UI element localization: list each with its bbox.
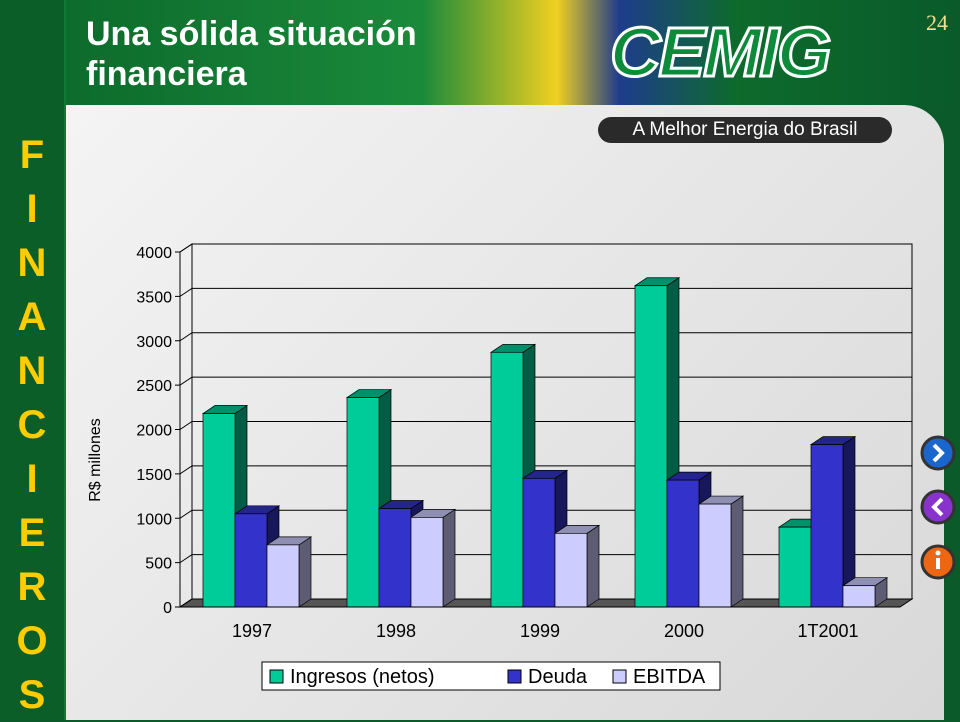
legend-label: EBITDA — [633, 666, 706, 688]
next-button[interactable] — [920, 435, 956, 471]
bar — [266, 544, 300, 608]
y-tick-label: 0 — [163, 600, 172, 617]
grid-line — [179, 376, 912, 386]
x-tick-label: 1997 — [232, 621, 272, 641]
grid-line — [179, 421, 912, 430]
bar-side — [442, 508, 456, 608]
back-button[interactable] — [920, 489, 956, 525]
back-icon — [931, 497, 944, 517]
bar — [522, 477, 556, 608]
y-tick-label: 500 — [145, 556, 172, 573]
y-tick-label: 4000 — [136, 245, 172, 262]
legend-box — [261, 661, 721, 691]
bar-side — [730, 495, 744, 608]
y-axis-label: R$ millones — [87, 418, 104, 502]
legend-swatch — [507, 669, 522, 684]
next-icon — [932, 443, 945, 463]
grid-line — [179, 287, 912, 297]
nav-buttons[interactable] — [920, 435, 956, 580]
banner — [64, 0, 960, 105]
bar — [634, 285, 668, 608]
bar — [202, 413, 236, 608]
x-tick-label: 1999 — [520, 621, 560, 641]
side-band: FINANCIEROS — [0, 0, 66, 720]
bar — [490, 351, 524, 608]
page-number: 24 — [926, 10, 948, 35]
bar — [810, 444, 844, 608]
bar — [346, 397, 380, 608]
legend-swatch — [612, 669, 627, 684]
bar — [410, 517, 444, 608]
bar — [778, 526, 812, 608]
legend-swatch — [269, 669, 284, 684]
y-tick-label: 2000 — [136, 423, 172, 440]
logo: CEMIG — [608, 12, 832, 93]
x-tick-label: 2000 — [664, 621, 704, 641]
bar — [842, 585, 876, 608]
tagline: A Melhor Energia do Brasil — [598, 117, 892, 143]
y-tick-label: 3500 — [136, 289, 172, 306]
bar — [698, 503, 732, 608]
y-tick-label: 3000 — [136, 334, 172, 351]
x-tick-label: 1T2001 — [797, 621, 858, 641]
y-tick-label: 1000 — [136, 511, 172, 528]
grid-line — [179, 332, 912, 342]
bar-side — [298, 536, 312, 608]
bar — [554, 532, 588, 608]
legend-label: Deuda — [528, 666, 588, 688]
y-tick-label: 1500 — [136, 467, 172, 484]
info-icon-dot — [935, 550, 941, 556]
info-icon — [936, 558, 940, 569]
bar — [234, 513, 268, 608]
legend-label: Ingresos (netos) — [290, 666, 435, 688]
side-text: FINANCIEROS — [16, 133, 48, 717]
bar — [666, 479, 700, 608]
y-tick-label: 2500 — [136, 378, 172, 395]
bar-side — [586, 524, 600, 608]
grid-line — [179, 243, 912, 253]
slide-title: Una sólida situación financiera — [86, 15, 417, 93]
bar — [378, 508, 412, 608]
x-tick-label: 1998 — [376, 621, 416, 641]
